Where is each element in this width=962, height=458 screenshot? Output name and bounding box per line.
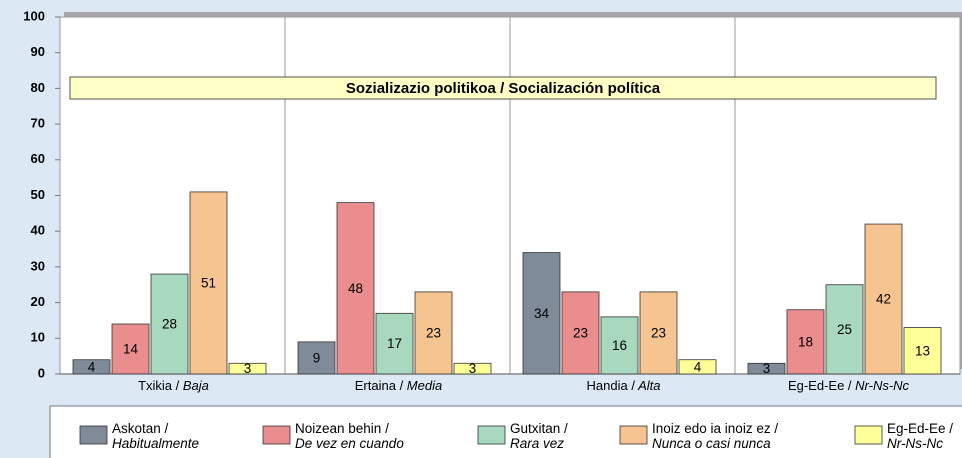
- value-label: 18: [798, 334, 813, 349]
- legend-box: [49, 405, 962, 458]
- legend-label: Gutxitan / Rara vez: [510, 421, 568, 451]
- bar: [375, 312, 414, 375]
- bar: [453, 362, 492, 375]
- title-box: [69, 76, 937, 100]
- value-label: 23: [426, 326, 441, 341]
- bar: [522, 252, 561, 375]
- value-label: 23: [573, 326, 588, 341]
- bar: [150, 273, 189, 375]
- bar: [228, 362, 267, 375]
- legend-swatch: [619, 425, 648, 445]
- x-tick-label: Txikia / Baja: [138, 378, 209, 393]
- bar: [297, 341, 336, 375]
- chart-title: Sozializazio politikoa / Socialización p…: [346, 80, 661, 97]
- bar: [189, 191, 228, 375]
- value-label: 23: [651, 326, 666, 341]
- x-tick-label: Handia / Alta: [587, 378, 661, 393]
- x-tick-label: Eg-Ed-Ee / Nr-Ns-Nc: [788, 378, 910, 393]
- bar: [678, 359, 717, 375]
- y-tick-label: 90: [31, 44, 45, 59]
- legend-label: Eg-Ed-Ee / Nr-Ns-Nc: [887, 421, 953, 451]
- y-tick-label: 60: [31, 151, 45, 166]
- bar: [561, 291, 600, 375]
- value-label: 14: [123, 342, 139, 357]
- value-label: 4: [694, 359, 702, 374]
- value-label: 4: [88, 359, 96, 374]
- value-label: 34: [534, 306, 550, 321]
- y-tick-label: 20: [31, 294, 45, 309]
- value-label: 9: [313, 350, 321, 365]
- value-label: 16: [612, 338, 627, 353]
- value-label: 51: [201, 276, 216, 291]
- bar: [864, 223, 903, 375]
- legend-label: Inoiz edo ia inoiz ez / Nunca o casi nunc…: [652, 421, 778, 451]
- bar: [903, 327, 942, 375]
- value-label: 3: [244, 361, 252, 376]
- y-tick-label: 80: [31, 80, 45, 95]
- bar: [825, 284, 864, 375]
- value-label: 42: [876, 292, 891, 307]
- value-label: 28: [162, 317, 177, 332]
- legend-label: Askotan / Habitualmente: [112, 421, 199, 451]
- value-label: 3: [469, 361, 477, 376]
- y-tick-label: 30: [31, 258, 45, 273]
- y-tick-label: 100: [23, 8, 45, 23]
- bar: [414, 291, 453, 375]
- bar: [336, 202, 375, 375]
- legend-swatch: [477, 425, 506, 445]
- legend-label: Noizean behin / De vez en cuando: [295, 421, 404, 451]
- y-tick-label: 50: [31, 187, 45, 202]
- bar: [600, 316, 639, 375]
- legend-swatch: [854, 425, 883, 445]
- value-label: 13: [915, 343, 930, 358]
- x-tick-label: Ertaina / Media: [355, 378, 442, 393]
- legend-swatch: [262, 425, 291, 445]
- y-tick-label: 40: [31, 223, 45, 238]
- bar: [72, 359, 111, 375]
- y-tick-label: 0: [38, 365, 45, 380]
- bar: [786, 309, 825, 375]
- value-label: 48: [348, 281, 363, 296]
- bar: [111, 323, 150, 375]
- value-label: 25: [837, 322, 852, 337]
- bar: [639, 291, 678, 375]
- value-label: 3: [763, 361, 771, 376]
- y-tick-label: 70: [31, 116, 45, 131]
- legend-swatch: [79, 425, 108, 445]
- bar: [747, 362, 786, 375]
- y-tick-label: 10: [31, 330, 45, 345]
- value-label: 17: [387, 336, 402, 351]
